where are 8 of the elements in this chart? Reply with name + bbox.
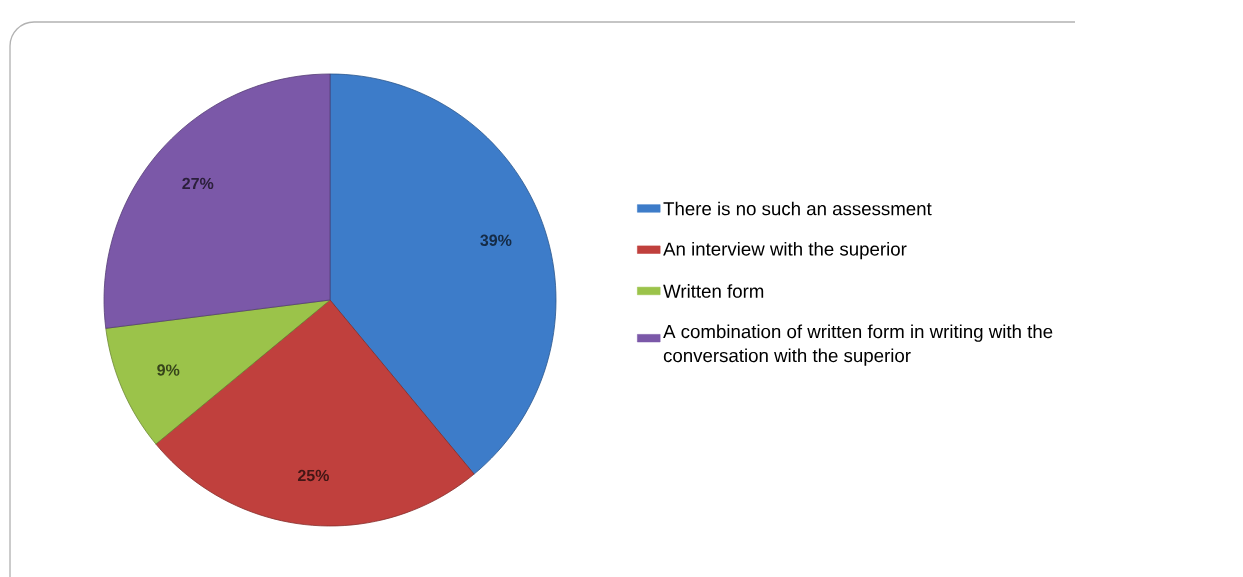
data-label: 9%	[157, 364, 180, 376]
legend-label: There is no such an assessment	[663, 201, 932, 216]
data-label: 27%	[182, 177, 214, 190]
legend-label: A combination of written form in writing with the conversation with the superior	[663, 324, 1053, 366]
data-label: 39%	[480, 234, 512, 246]
data-label: 25%	[297, 469, 329, 482]
legend-label: Written form	[663, 284, 764, 298]
legend-label: An interview with the superior	[663, 241, 907, 260]
